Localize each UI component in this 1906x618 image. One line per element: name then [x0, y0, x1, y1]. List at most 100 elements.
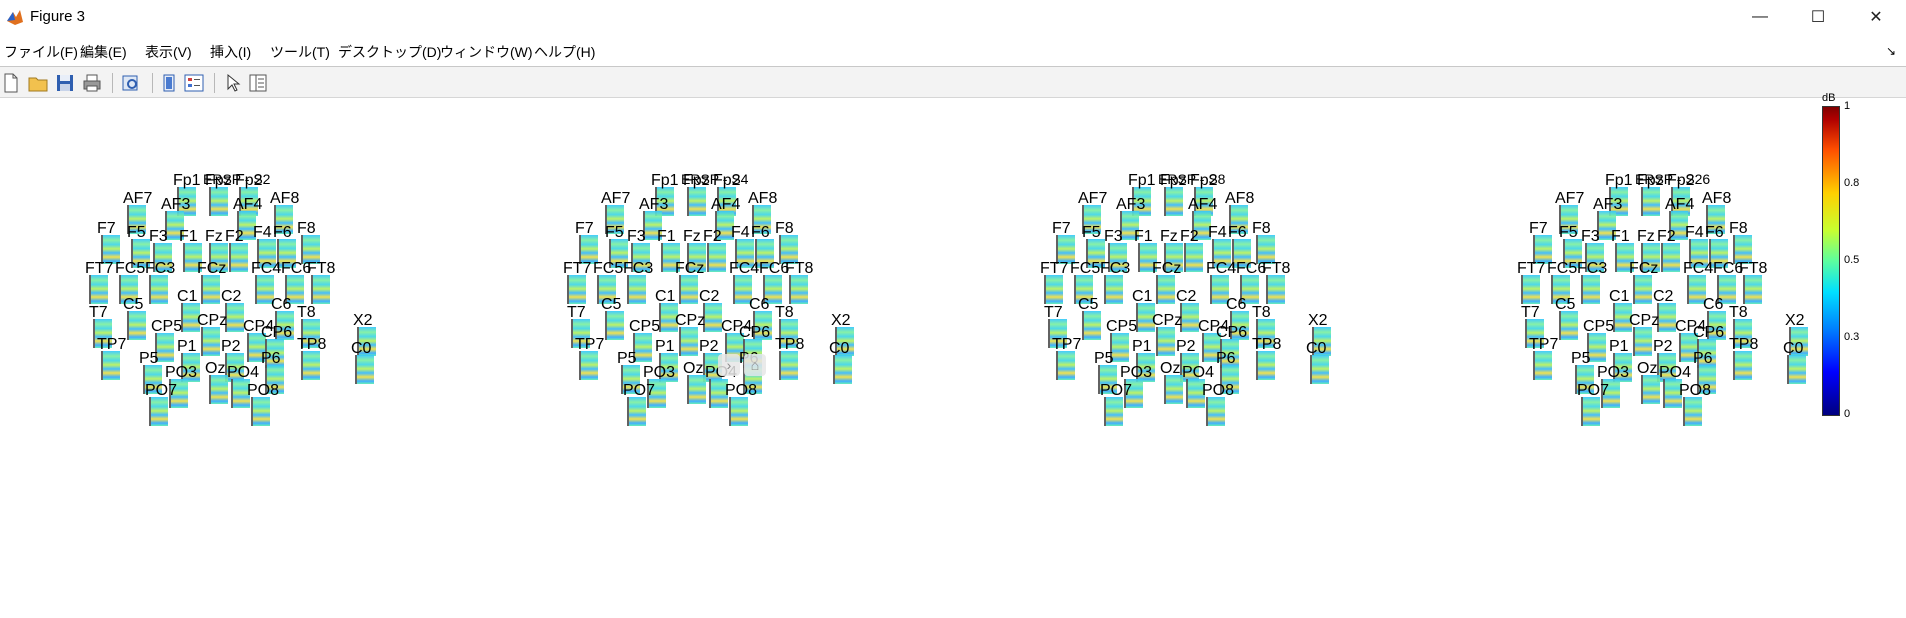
- channel-label: FC5: [593, 260, 624, 277]
- menu-edit[interactable]: 編集(E): [80, 44, 127, 60]
- menu-file[interactable]: ファイル(F): [4, 44, 78, 60]
- print-icon[interactable]: [81, 72, 103, 94]
- ersp-patch: [1697, 365, 1716, 394]
- ersp-patch: [355, 355, 374, 384]
- insert-legend-icon[interactable]: [183, 72, 205, 94]
- channel-label: CP4: [1198, 318, 1230, 335]
- dock-figure-icon[interactable]: ↘: [1885, 44, 1896, 58]
- channel-label: T8: [297, 304, 316, 321]
- channel-label: CP6: [1693, 324, 1725, 341]
- menu-desktop[interactable]: デスクトップ(D): [338, 44, 442, 60]
- channel-label: C6: [749, 296, 770, 313]
- channel-label: F3: [1581, 228, 1600, 245]
- ersp-patch: [1581, 397, 1600, 426]
- ersp-patch: [251, 397, 270, 426]
- ersp-patch: [789, 275, 808, 304]
- channel-label: F6: [273, 224, 292, 241]
- channel-label: PO4: [1659, 364, 1692, 381]
- channel-label: TP8: [1729, 336, 1759, 353]
- condition-label: ERSP - S4: [681, 171, 749, 187]
- ersp-patch: [1687, 275, 1706, 304]
- ersp-patch: [1104, 275, 1123, 304]
- topoplot-panel: ERSP - S8 Fp1 Fpz Fp2 AF7 AF3 AF4 AF8 F7 F5 F3 F1 Fz…: [1040, 171, 1360, 523]
- channel-label: Fp2: [713, 172, 741, 189]
- ersp-patch: [209, 375, 228, 404]
- ersp-patch: [579, 235, 598, 264]
- ersp-patch: [1310, 355, 1329, 384]
- ersp-patch: [1086, 239, 1105, 268]
- channel-label: C2: [1176, 288, 1197, 305]
- minimize-button[interactable]: —: [1752, 8, 1768, 25]
- channel-label: Fp1: [173, 172, 201, 189]
- ersp-patch: [1669, 211, 1688, 240]
- menu-tools[interactable]: ツール(T): [270, 44, 330, 60]
- ersp-patch: [1256, 351, 1275, 380]
- ersp-patch: [1056, 235, 1075, 264]
- figure-toolbar: [0, 66, 1906, 98]
- channel-label: PO3: [643, 364, 676, 381]
- ersp-patch: [1210, 275, 1229, 304]
- maximize-button[interactable]: ☐: [1810, 9, 1826, 26]
- channel-label: C6: [1703, 296, 1724, 313]
- channel-label: AF7: [1078, 190, 1108, 207]
- property-inspector-icon[interactable]: [247, 72, 269, 94]
- channel-label: T8: [1252, 304, 1271, 321]
- channel-label: F1: [179, 228, 198, 245]
- ersp-patch: [733, 275, 752, 304]
- ersp-patch: [1707, 311, 1726, 340]
- ersp-patch: [1164, 187, 1183, 216]
- ersp-patch: [239, 187, 258, 216]
- ersp-patch: [1661, 243, 1680, 272]
- ersp-patch: [1641, 243, 1660, 272]
- ersp-patch: [1180, 353, 1199, 382]
- menu-help[interactable]: ヘルプ(H): [534, 44, 596, 60]
- ersp-patch: [1110, 333, 1129, 362]
- channel-label: F4: [1685, 224, 1704, 241]
- channel-label: TP7: [1529, 336, 1559, 353]
- ersp-patch: [201, 327, 220, 356]
- menu-insert[interactable]: 挿入(I): [210, 44, 252, 60]
- ersp-patch: [201, 275, 220, 304]
- close-button[interactable]: ✕: [1869, 9, 1883, 26]
- condition-label: ERSP - S8: [1158, 171, 1226, 187]
- ersp-patch: [763, 275, 782, 304]
- ersp-patch: [1733, 351, 1752, 380]
- ersp-patch: [183, 243, 202, 272]
- save-icon[interactable]: [54, 72, 76, 94]
- insert-colorbar-icon[interactable]: [158, 72, 180, 94]
- ersp-patch: [1164, 243, 1183, 272]
- channel-label: Fp2: [1190, 172, 1218, 189]
- ersp-patch: [143, 365, 162, 394]
- edit-plot-icon[interactable]: [222, 72, 244, 94]
- channel-label: AF4: [711, 196, 741, 213]
- open-file-icon[interactable]: [27, 72, 49, 94]
- ersp-patch: [1563, 239, 1582, 268]
- channel-label: F2: [703, 228, 722, 245]
- ersp-patch: [679, 327, 698, 356]
- ersp-patch: [1657, 303, 1676, 332]
- ersp-patch: [717, 187, 736, 216]
- channel-label: PO3: [1597, 364, 1630, 381]
- channel-label: F1: [1134, 228, 1153, 245]
- channel-label: AF3: [639, 196, 669, 213]
- next-arrow-icon[interactable]: ›: [718, 354, 740, 376]
- ersp-patch: [93, 319, 112, 348]
- menu-view[interactable]: 表示(V): [145, 44, 192, 60]
- channel-label: X2: [1785, 312, 1805, 329]
- menu-window[interactable]: ウィンドウ(W): [440, 44, 533, 60]
- print-preview-icon[interactable]: [120, 72, 142, 94]
- channel-label: FC5: [115, 260, 146, 277]
- ersp-patch: [1232, 239, 1251, 268]
- ersp-patch: [833, 355, 852, 384]
- channel-label: PO8: [1202, 382, 1235, 399]
- new-figure-icon[interactable]: [0, 72, 22, 94]
- home-icon[interactable]: ⌂: [744, 354, 766, 376]
- ersp-patch: [835, 327, 854, 356]
- channel-label: F7: [97, 220, 116, 237]
- channel-label: F2: [225, 228, 244, 245]
- ersp-patch: [647, 379, 666, 408]
- channel-label: FT7: [1517, 260, 1546, 277]
- channel-label: F6: [1228, 224, 1247, 241]
- channel-label: FC3: [1100, 260, 1131, 277]
- channel-label: CP5: [1583, 318, 1615, 335]
